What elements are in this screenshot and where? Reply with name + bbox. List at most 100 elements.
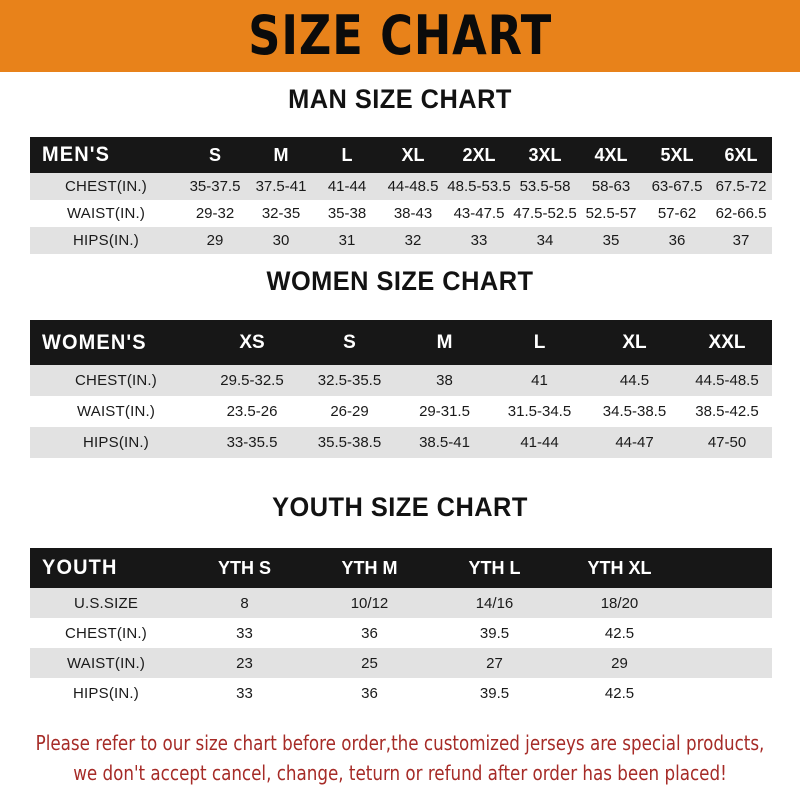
men-col-header: L <box>314 137 380 173</box>
women-col-header: XXL <box>682 320 772 365</box>
table-cell: 34 <box>512 227 578 254</box>
row-label: WAIST(IN.) <box>30 396 202 427</box>
men-col-header: 4XL <box>578 137 644 173</box>
table-cell: 30 <box>248 227 314 254</box>
men-col-header: XL <box>380 137 446 173</box>
table-cell: 37.5-41 <box>248 173 314 200</box>
table-cell: 33-35.5 <box>202 427 302 458</box>
table-cell: 38 <box>397 365 492 396</box>
banner-title: SIZE CHART <box>247 4 552 67</box>
table-cell: 39.5 <box>432 678 557 708</box>
table-cell: 43-47.5 <box>446 200 512 227</box>
table-cell: 32 <box>380 227 446 254</box>
women-size-table: WOMEN'S XS S M L XL XXL CHEST(IN.) 29.5-… <box>30 320 772 458</box>
men-col-header: 6XL <box>710 137 772 173</box>
footer-note: Please refer to our size chart before or… <box>0 728 800 788</box>
table-row: CHEST(IN.) 33 36 39.5 42.5 <box>30 618 772 648</box>
women-header-row: WOMEN'S XS S M L XL XXL <box>30 320 772 365</box>
table-cell: 58-63 <box>578 173 644 200</box>
table-cell: 47.5-52.5 <box>512 200 578 227</box>
youth-col-header: YTH L <box>432 548 557 588</box>
youth-col-header: YTH S <box>182 548 307 588</box>
table-cell: 41-44 <box>314 173 380 200</box>
table-cell: 62-66.5 <box>710 200 772 227</box>
table-cell: 35 <box>578 227 644 254</box>
table-cell: 29 <box>182 227 248 254</box>
table-cell: 44.5-48.5 <box>682 365 772 396</box>
size-chart-banner: SIZE CHART <box>0 0 800 72</box>
women-col-header: XS <box>202 320 302 365</box>
row-label: WAIST(IN.) <box>30 648 182 678</box>
table-cell: 32-35 <box>248 200 314 227</box>
table-cell: 44-48.5 <box>380 173 446 200</box>
table-cell: 67.5-72 <box>710 173 772 200</box>
row-label: CHEST(IN.) <box>30 365 202 396</box>
table-cell: 33 <box>446 227 512 254</box>
table-cell: 35.5-38.5 <box>302 427 397 458</box>
table-cell-spacer <box>682 648 772 678</box>
table-cell: 38-43 <box>380 200 446 227</box>
women-corner-label: WOMEN'S <box>30 320 202 365</box>
women-col-header: S <box>302 320 397 365</box>
footer-line-1: Please refer to our size chart before or… <box>35 731 765 755</box>
table-cell: 47-50 <box>682 427 772 458</box>
table-row: HIPS(IN.) 33 36 39.5 42.5 <box>30 678 772 708</box>
table-row: WAIST(IN.) 29-32 32-35 35-38 38-43 43-47… <box>30 200 772 227</box>
men-col-header: 2XL <box>446 137 512 173</box>
table-cell: 36 <box>644 227 710 254</box>
men-col-header: M <box>248 137 314 173</box>
table-cell: 35-37.5 <box>182 173 248 200</box>
women-section-title: WOMEN SIZE CHART <box>266 266 534 296</box>
table-cell: 26-29 <box>302 396 397 427</box>
women-col-header: XL <box>587 320 682 365</box>
table-cell: 34.5-38.5 <box>587 396 682 427</box>
table-row: WAIST(IN.) 23.5-26 26-29 29-31.5 31.5-34… <box>30 396 772 427</box>
women-col-header: M <box>397 320 492 365</box>
table-cell: 29.5-32.5 <box>202 365 302 396</box>
table-cell-spacer <box>682 588 772 618</box>
table-cell: 42.5 <box>557 678 682 708</box>
men-size-table: MEN'S S M L XL 2XL 3XL 4XL 5XL 6XL CHEST… <box>30 137 772 254</box>
table-cell: 41 <box>492 365 587 396</box>
table-cell: 63-67.5 <box>644 173 710 200</box>
table-cell: 39.5 <box>432 618 557 648</box>
youth-header-row: YOUTH YTH S YTH M YTH L YTH XL <box>30 548 772 588</box>
table-cell: 57-62 <box>644 200 710 227</box>
row-label: U.S.SIZE <box>30 588 182 618</box>
row-label: CHEST(IN.) <box>30 173 182 200</box>
men-col-header: 5XL <box>644 137 710 173</box>
youth-col-header-spacer <box>682 548 772 588</box>
table-row: WAIST(IN.) 23 25 27 29 <box>30 648 772 678</box>
youth-col-header: YTH M <box>307 548 432 588</box>
table-cell: 42.5 <box>557 618 682 648</box>
youth-col-header: YTH XL <box>557 548 682 588</box>
youth-section-title: YOUTH SIZE CHART <box>272 492 528 522</box>
table-cell-spacer <box>682 618 772 648</box>
table-cell: 18/20 <box>557 588 682 618</box>
table-cell: 10/12 <box>307 588 432 618</box>
men-col-header: S <box>182 137 248 173</box>
man-section-title: MAN SIZE CHART <box>288 84 512 114</box>
table-cell: 36 <box>307 678 432 708</box>
table-cell: 23 <box>182 648 307 678</box>
table-cell: 53.5-58 <box>512 173 578 200</box>
table-cell: 31 <box>314 227 380 254</box>
men-corner-label: MEN'S <box>30 137 182 173</box>
table-row: HIPS(IN.) 29 30 31 32 33 34 35 36 37 <box>30 227 772 254</box>
table-row: U.S.SIZE 8 10/12 14/16 18/20 <box>30 588 772 618</box>
table-cell: 35-38 <box>314 200 380 227</box>
row-label: HIPS(IN.) <box>30 678 182 708</box>
table-cell: 37 <box>710 227 772 254</box>
row-label: WAIST(IN.) <box>30 200 182 227</box>
table-row: HIPS(IN.) 33-35.5 35.5-38.5 38.5-41 41-4… <box>30 427 772 458</box>
men-col-header: 3XL <box>512 137 578 173</box>
row-label: CHEST(IN.) <box>30 618 182 648</box>
table-cell: 31.5-34.5 <box>492 396 587 427</box>
youth-size-table: YOUTH YTH S YTH M YTH L YTH XL U.S.SIZE … <box>30 548 772 708</box>
footer-line-2: we don't accept cancel, change, teturn o… <box>73 761 727 785</box>
table-cell: 25 <box>307 648 432 678</box>
row-label: HIPS(IN.) <box>30 227 182 254</box>
table-cell: 52.5-57 <box>578 200 644 227</box>
table-cell: 29-31.5 <box>397 396 492 427</box>
table-cell: 29-32 <box>182 200 248 227</box>
